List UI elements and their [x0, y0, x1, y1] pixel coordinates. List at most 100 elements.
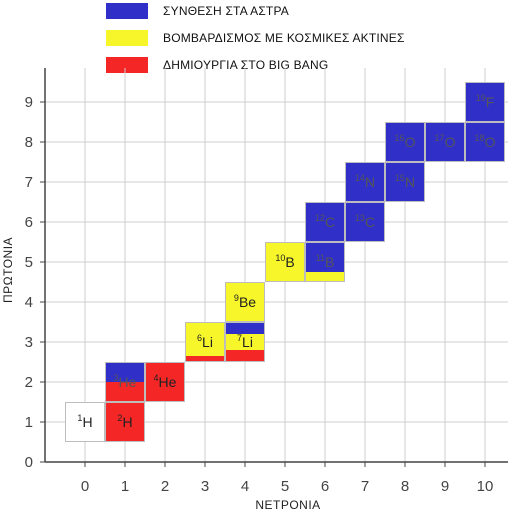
- nuclide-cell: 1H: [65, 402, 105, 442]
- cell-band-stars: [345, 202, 385, 242]
- cell-border: [385, 162, 425, 202]
- legend-label: ΔΗΜΙΟΥΡΓΙΑ ΣΤΟ BIG BANG: [163, 58, 328, 72]
- nuclide-cell: 15N: [385, 162, 425, 202]
- cell-border: [345, 162, 385, 202]
- cell-band-stars: [465, 82, 505, 122]
- x-tick-label: 10: [477, 478, 494, 495]
- nuclide-label: 7Li: [237, 333, 253, 350]
- cell-band-stars: [425, 122, 465, 162]
- nuclide-cell: 2H: [105, 402, 145, 442]
- nuclide-label: 13C: [355, 213, 375, 230]
- nuclide-label: 16O: [395, 133, 416, 150]
- cell-band-bigbang: [145, 362, 185, 402]
- nuclide-cell: 7Li: [225, 322, 265, 362]
- cell-band-stars: [305, 202, 345, 242]
- nuclide-cells: 1H 2H 3He 4He 6Li 7Li 9Be 10B 11B 12C 13C 14N 15N 16O…: [65, 82, 505, 442]
- cell-band-none: [65, 402, 105, 442]
- nuclide-label: 17O: [435, 133, 456, 150]
- cell-border: [425, 122, 465, 162]
- cell-border: [265, 242, 305, 282]
- x-tick-label: 4: [241, 478, 249, 495]
- cell-band-bigbang: [105, 382, 145, 402]
- cell-border: [465, 122, 505, 162]
- cell-band-bigbang: [105, 402, 145, 442]
- nuclide-cell: 9Be: [225, 282, 265, 322]
- cell-band-bigbang: [225, 350, 265, 362]
- x-tick-label: 7: [361, 478, 369, 495]
- y-tick-label: 8: [25, 134, 33, 151]
- nuclide-cell: 12C: [305, 202, 345, 242]
- nuclide-cell: 19F: [465, 82, 505, 122]
- tick-labels: 0 1 2 3 4 5 6 7 8 9 0 1 2 3 4 5 6 7 8 9 10: [25, 94, 494, 495]
- nuclide-label: 10B: [275, 253, 294, 270]
- y-tick-label: 5: [25, 254, 33, 271]
- y-tick-label: 2: [25, 374, 33, 391]
- y-tick-label: 6: [25, 214, 33, 231]
- y-axis-title: ΠΡΩΤΟΝΙΑ: [1, 237, 15, 303]
- x-tick-label: 3: [201, 478, 209, 495]
- x-tick-label: 6: [321, 478, 329, 495]
- cell-border: [225, 282, 265, 322]
- nuclide-cell: 14N: [345, 162, 385, 202]
- y-tick-label: 4: [25, 294, 33, 311]
- nuclide-label: 6Li: [197, 333, 213, 350]
- cell-band-bigbang: [185, 356, 225, 362]
- cell-band-stars: [305, 242, 345, 272]
- cell-band-cosmic: [225, 282, 265, 322]
- nuclide-cell: 18O: [465, 122, 505, 162]
- cell-border: [385, 122, 425, 162]
- cell-border: [105, 402, 145, 442]
- cell-band-stars: [385, 122, 425, 162]
- nuclide-cell: 13C: [345, 202, 385, 242]
- nuclide-label: 14N: [355, 173, 375, 190]
- nuclide-label: 18O: [475, 133, 496, 150]
- y-tick-label: 3: [25, 334, 33, 351]
- cell-border: [105, 362, 145, 402]
- legend: ΣΥΝΘΕΣΗ ΣΤΑ ΑΣΤΡΑ ΒΟΜΒΑΡΔΙΣΜΟΣ ΜΕ ΚΟΣΜΙΚΕ…: [106, 3, 404, 73]
- y-tick-label: 9: [25, 94, 33, 111]
- nuclide-label: 15N: [395, 173, 415, 190]
- cell-band-stars: [105, 362, 145, 382]
- cell-border: [465, 82, 505, 122]
- nuclide-cell: 16O: [385, 122, 425, 162]
- nuclide-label: 4He: [154, 373, 177, 390]
- cell-band-cosmic: [265, 242, 305, 282]
- nuclide-label: 12C: [315, 213, 335, 230]
- cell-border: [225, 322, 265, 362]
- cell-band-cosmic: [185, 322, 225, 356]
- nuclide-label: 11B: [316, 253, 335, 270]
- legend-swatch: [106, 57, 148, 73]
- x-tick-label: 9: [441, 478, 449, 495]
- nuclide-cell: 6Li: [185, 322, 225, 362]
- cell-band-stars: [465, 122, 505, 162]
- chart-grid: [45, 68, 508, 462]
- nuclide-label: 19F: [476, 93, 495, 110]
- y-tick-label: 1: [25, 414, 33, 431]
- nuclide-label: 3He: [114, 373, 137, 390]
- legend-label: ΣΥΝΘΕΣΗ ΣΤΑ ΑΣΤΡΑ: [163, 4, 289, 18]
- y-tick-label: 0: [25, 454, 33, 471]
- x-tick-label: 5: [281, 478, 289, 495]
- cell-border: [305, 242, 345, 282]
- nuclide-cell: 11B: [305, 242, 345, 282]
- nuclide-label: 1H: [77, 413, 92, 430]
- nuclide-label: 2H: [117, 413, 132, 430]
- x-tick-label: 1: [121, 478, 129, 495]
- nuclide-label: 9Be: [234, 293, 256, 310]
- cell-border: [145, 362, 185, 402]
- nuclide-cell: 10B: [265, 242, 305, 282]
- x-tick-label: 8: [401, 478, 409, 495]
- legend-swatch: [106, 30, 148, 46]
- cell-band-cosmic: [305, 272, 345, 282]
- cell-border: [185, 322, 225, 362]
- chart-axes: [40, 68, 508, 467]
- cell-border: [345, 202, 385, 242]
- x-axis-title: ΝΕΤΡΟΝΙΑ: [255, 498, 320, 512]
- nuclide-cell: 4He: [145, 362, 185, 402]
- cell-band-stars: [225, 322, 265, 334]
- nuclide-cell: 17O: [425, 122, 465, 162]
- y-tick-label: 7: [25, 174, 33, 191]
- cell-band-cosmic: [225, 334, 265, 350]
- cell-band-stars: [385, 162, 425, 202]
